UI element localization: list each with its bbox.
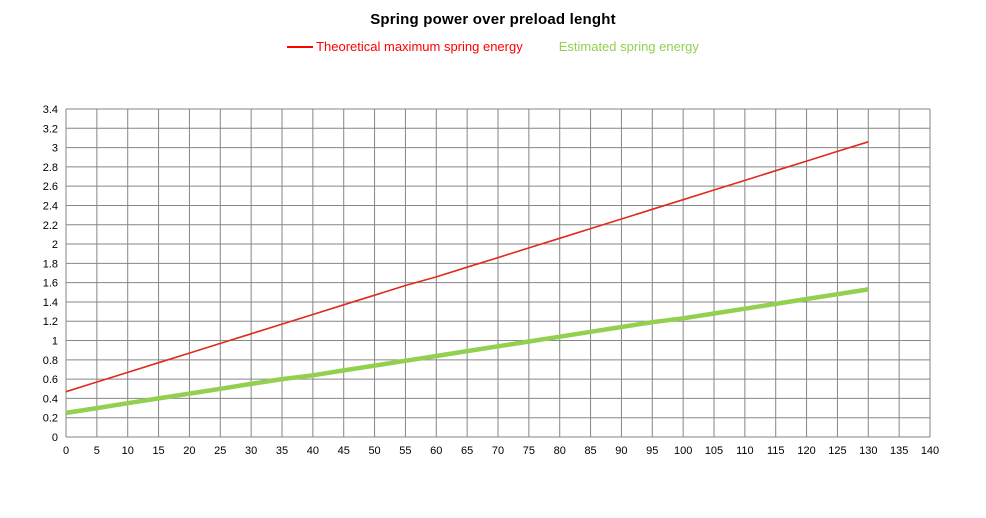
y-tick-label: 2.6 <box>43 181 58 193</box>
x-tick-label: 45 <box>338 445 350 457</box>
y-tick-label: 3.4 <box>43 104 58 116</box>
legend-label: Theoretical maximum spring energy <box>316 39 523 54</box>
x-tick-label: 60 <box>430 445 442 457</box>
x-tick-label: 30 <box>245 445 257 457</box>
x-tick-label: 110 <box>736 445 754 457</box>
chart-legend: Theoretical maximum spring energy Estima… <box>0 39 986 54</box>
y-tick-label: 1.2 <box>43 316 58 328</box>
x-tick-label: 90 <box>615 445 627 457</box>
y-tick-label: 1.4 <box>43 297 58 309</box>
y-tick-label: 2.4 <box>43 200 58 212</box>
x-tick-label: 85 <box>584 445 596 457</box>
x-tick-label: 55 <box>399 445 411 457</box>
x-tick-label: 15 <box>152 445 164 457</box>
x-tick-label: 135 <box>890 445 908 457</box>
series-line-theoretical <box>65 141 869 393</box>
y-tick-label: 0.4 <box>43 393 58 405</box>
x-tick-label: 50 <box>368 445 380 457</box>
y-tick-label: 2 <box>52 239 58 251</box>
y-tick-label: 3 <box>52 143 58 155</box>
x-tick-label: 40 <box>307 445 319 457</box>
y-tick-label: 0.6 <box>43 374 58 386</box>
x-tick-label: 25 <box>214 445 226 457</box>
x-tick-label: 105 <box>705 445 723 457</box>
legend-item-theoretical: Theoretical maximum spring energy <box>287 39 523 54</box>
y-tick-label: 3.2 <box>43 123 58 135</box>
x-tick-label: 100 <box>674 445 692 457</box>
x-tick-label: 65 <box>461 445 473 457</box>
x-tick-label: 120 <box>797 445 815 457</box>
legend-label: Estimated spring energy <box>558 39 699 54</box>
legend-item-estimated: Estimated spring energy <box>559 39 699 54</box>
y-tick-label: 1 <box>52 336 58 348</box>
x-tick-label: 70 <box>492 445 504 457</box>
x-tick-label: 10 <box>122 445 134 457</box>
x-tick-label: 35 <box>276 445 288 457</box>
y-tick-label: 1.6 <box>43 278 58 290</box>
y-tick-label: 0 <box>52 432 58 444</box>
y-tick-label: 1.8 <box>43 258 58 270</box>
y-tick-label: 0.8 <box>43 355 58 367</box>
x-tick-label: 130 <box>859 445 877 457</box>
x-tick-label: 5 <box>94 445 100 457</box>
y-tick-label: 2.2 <box>43 220 58 232</box>
x-tick-label: 75 <box>523 445 535 457</box>
x-tick-label: 0 <box>63 445 69 457</box>
line-chart: 0 5 10 15 20 25 30 35 40 45 50 55 60 65 70 75 80 85 90 95 10… <box>43 104 939 457</box>
y-tick-label: 2.8 <box>43 162 58 174</box>
x-tick-label: 80 <box>554 445 566 457</box>
x-tick-label: 125 <box>828 445 846 457</box>
chart-title: Spring power over preload lenght <box>370 11 616 28</box>
x-tick-label: 20 <box>183 445 195 457</box>
x-tick-label: 115 <box>767 445 785 457</box>
red-line-marker-icon <box>287 45 314 48</box>
x-tick-label: 95 <box>646 445 658 457</box>
series-line-estimated <box>65 287 869 416</box>
x-tick-label: 140 <box>921 445 939 457</box>
y-tick-label: 0.2 <box>43 413 58 425</box>
